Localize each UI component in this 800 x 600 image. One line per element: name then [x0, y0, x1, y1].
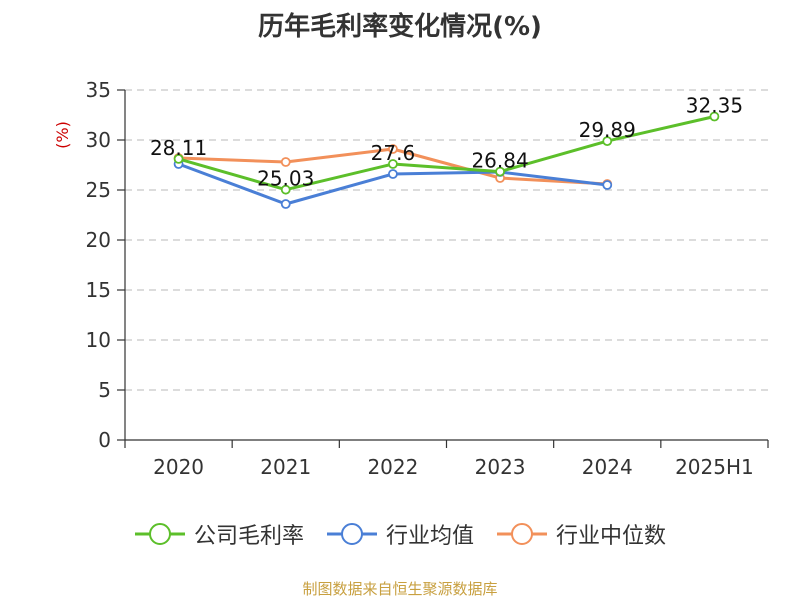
legend-swatch	[497, 523, 547, 545]
series-line-0	[178, 115, 715, 192]
data-point	[173, 153, 184, 164]
x-tick-label: 2022	[367, 455, 418, 479]
y-tick-label: 15	[86, 278, 111, 302]
data-source-note: 制图数据来自恒生聚源数据库	[302, 580, 498, 598]
legend: 公司毛利率 行业均值 行业中位数	[0, 518, 800, 550]
y-tick-label: 20	[86, 228, 111, 252]
legend-item[interactable]: 行业中位数	[496, 518, 666, 550]
data-label: 32.35	[686, 94, 743, 118]
x-tick-label: 2025H1	[675, 455, 754, 479]
y-tick-label: 30	[86, 128, 111, 152]
data-label: 26.84	[471, 149, 528, 173]
data-point	[280, 184, 291, 195]
data-point	[602, 136, 613, 147]
y-tick-label: 0	[98, 428, 111, 452]
data-point	[495, 166, 505, 177]
data-point	[280, 157, 291, 167]
legend-swatch	[326, 523, 377, 545]
data-point	[602, 180, 613, 190]
legend-item[interactable]: 行业均值	[326, 518, 474, 550]
x-tick-label: 2021	[260, 455, 311, 479]
y-tick-label: 35	[86, 78, 111, 102]
legend-label: 公司毛利率	[193, 524, 304, 549]
data-point	[388, 159, 398, 169]
data-point	[709, 111, 720, 122]
legend-label: 行业均值	[385, 524, 474, 549]
data-label: 27.6	[371, 141, 416, 165]
x-tick-label: 2020	[153, 455, 204, 479]
y-tick-label: 10	[86, 328, 111, 352]
data-point	[280, 199, 291, 209]
data-label: 25.03	[257, 167, 314, 191]
x-tick-label: 2023	[475, 455, 526, 479]
legend-label: 行业中位数	[556, 524, 667, 549]
legend-swatch	[134, 523, 185, 545]
data-point	[388, 169, 398, 179]
x-tick-label: 2024	[582, 455, 633, 479]
data-label: 28.11	[150, 136, 207, 160]
y-tick-label: 25	[86, 178, 111, 202]
data-point	[388, 144, 398, 154]
legend-item[interactable]: 公司毛利率	[134, 518, 304, 550]
y-axis-label: (%)	[53, 121, 72, 149]
y-tick-label: 5	[98, 378, 111, 402]
data-label: 29.89	[579, 118, 636, 142]
chart-title: 历年毛利率变化情况(%)	[258, 12, 542, 42]
